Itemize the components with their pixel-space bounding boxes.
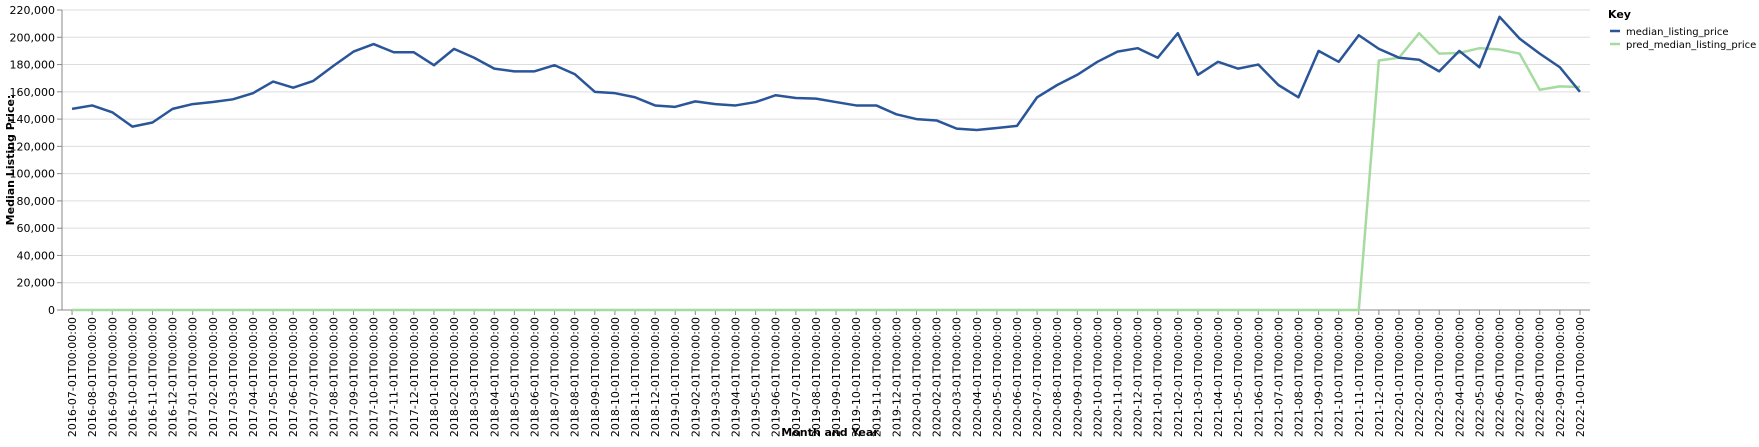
x-tick-label: 2016-08-01T00:00:00 — [86, 317, 99, 437]
x-tick-label: 2021-08-01T00:00:00 — [1292, 317, 1305, 437]
x-tick-label: 2020-01-01T00:00:00 — [910, 317, 923, 437]
x-tick-label: 2021-04-01T00:00:00 — [1212, 317, 1225, 437]
y-tick-label: 120,000 — [10, 140, 56, 153]
legend-label: pred_median_listing_price — [1626, 40, 1756, 51]
x-tick-label: 2021-07-01T00:00:00 — [1272, 317, 1285, 437]
x-tick-label: 2018-11-01T00:00:00 — [629, 317, 642, 437]
y-tick-label: 220,000 — [10, 4, 56, 17]
x-tick-label: 2020-06-01T00:00:00 — [1011, 317, 1024, 437]
x-tick-label: 2017-01-01T00:00:00 — [187, 317, 200, 437]
x-tick-label: 2022-01-01T00:00:00 — [1393, 317, 1406, 437]
x-tick-label: 2019-06-01T00:00:00 — [770, 317, 783, 437]
x-tick-label: 2021-10-01T00:00:00 — [1333, 317, 1346, 437]
x-tick-label: 2019-08-01T00:00:00 — [810, 317, 823, 437]
series-line — [72, 31, 1580, 312]
x-tick-label: 2020-08-01T00:00:00 — [1051, 317, 1064, 437]
x-tick-label: 2020-12-01T00:00:00 — [1132, 317, 1145, 437]
x-tick-label: 2020-11-01T00:00:00 — [1112, 317, 1125, 437]
x-tick-label: 2021-09-01T00:00:00 — [1313, 317, 1326, 437]
x-tick-label: 2021-12-01T00:00:00 — [1373, 317, 1386, 437]
x-tick-label: 2020-04-01T00:00:00 — [971, 317, 984, 437]
y-tick-label: 20,000 — [17, 277, 56, 290]
x-tick-label: 2017-04-01T00:00:00 — [247, 317, 260, 437]
x-tick-label: 2021-06-01T00:00:00 — [1252, 317, 1265, 437]
x-tick-label: 2018-01-01T00:00:00 — [428, 317, 441, 437]
x-tick-label: 2016-07-01T00:00:00 — [66, 317, 79, 437]
y-tick-label: 40,000 — [17, 249, 56, 262]
x-tick-label: 2016-09-01T00:00:00 — [106, 317, 119, 437]
x-tick-label: 2017-08-01T00:00:00 — [327, 317, 340, 437]
x-tick-label: 2018-09-01T00:00:00 — [589, 317, 602, 437]
y-tick-label: 100,000 — [10, 168, 56, 181]
x-tick-label: 2017-12-01T00:00:00 — [408, 317, 421, 437]
x-tick-label: 2019-11-01T00:00:00 — [870, 317, 883, 437]
x-tick-label: 2017-11-01T00:00:00 — [388, 317, 401, 437]
x-tick-label: 2022-10-01T00:00:00 — [1574, 317, 1587, 437]
series-line — [71, 15, 1581, 132]
x-tick-label: 2019-07-01T00:00:00 — [790, 317, 803, 437]
x-tick-label: 2020-09-01T00:00:00 — [1071, 317, 1084, 437]
x-tick-label: 2022-06-01T00:00:00 — [1494, 317, 1507, 437]
x-axis-title: Month and Year — [781, 426, 879, 439]
x-tick-label: 2018-02-01T00:00:00 — [448, 317, 461, 437]
x-tick-label: 2020-05-01T00:00:00 — [991, 317, 1004, 437]
x-tick-label: 2020-03-01T00:00:00 — [951, 317, 964, 437]
x-tick-label: 2022-08-01T00:00:00 — [1534, 317, 1547, 437]
x-tick-label: 2016-12-01T00:00:00 — [167, 317, 180, 437]
x-tick-label: 2017-09-01T00:00:00 — [348, 317, 361, 437]
x-tick-label: 2020-02-01T00:00:00 — [931, 317, 944, 437]
x-tick-label: 2019-12-01T00:00:00 — [890, 317, 903, 437]
x-tick-label: 2022-03-01T00:00:00 — [1433, 317, 1446, 437]
x-tick-label: 2016-10-01T00:00:00 — [126, 317, 139, 437]
y-tick-label: 0 — [48, 304, 55, 317]
x-tick-label: 2019-10-01T00:00:00 — [850, 317, 863, 437]
x-tick-label: 2020-07-01T00:00:00 — [1031, 317, 1044, 437]
x-tick-label: 2019-01-01T00:00:00 — [669, 317, 682, 437]
x-tick-label: 2019-04-01T00:00:00 — [730, 317, 743, 437]
x-tick-label: 2019-03-01T00:00:00 — [709, 317, 722, 437]
x-tick-label: 2018-08-01T00:00:00 — [569, 317, 582, 437]
x-tick-label: 2022-09-01T00:00:00 — [1554, 317, 1567, 437]
x-tick-label: 2021-05-01T00:00:00 — [1232, 317, 1245, 437]
y-tick-label: 160,000 — [10, 86, 56, 99]
y-tick-label: 60,000 — [17, 222, 56, 235]
x-tick-label: 2017-05-01T00:00:00 — [267, 317, 280, 437]
x-tick-label: 2018-10-01T00:00:00 — [609, 317, 622, 437]
x-tick-label: 2018-04-01T00:00:00 — [488, 317, 501, 437]
y-tick-label: 80,000 — [17, 195, 56, 208]
x-tick-label: 2022-02-01T00:00:00 — [1413, 317, 1426, 437]
x-tick-label: 2018-03-01T00:00:00 — [468, 317, 481, 437]
x-tick-label: 2017-10-01T00:00:00 — [368, 317, 381, 437]
x-tick-label: 2017-07-01T00:00:00 — [307, 317, 320, 437]
x-tick-label: 2019-02-01T00:00:00 — [689, 317, 702, 437]
x-tick-label: 2018-12-01T00:00:00 — [649, 317, 662, 437]
y-axis-title: Median Listing Price: — [4, 95, 17, 226]
x-tick-label: 2022-07-01T00:00:00 — [1514, 317, 1527, 437]
x-tick-label: 2017-03-01T00:00:00 — [227, 317, 240, 437]
x-tick-label: 2021-02-01T00:00:00 — [1172, 317, 1185, 437]
x-tick-label: 2020-10-01T00:00:00 — [1091, 317, 1104, 437]
x-tick-label: 2016-11-01T00:00:00 — [146, 317, 159, 437]
x-tick-label: 2018-05-01T00:00:00 — [508, 317, 521, 437]
x-tick-label: 2019-05-01T00:00:00 — [750, 317, 763, 437]
y-tick-label: 140,000 — [10, 113, 56, 126]
x-tick-label: 2018-06-01T00:00:00 — [528, 317, 541, 437]
x-tick-label: 2021-03-01T00:00:00 — [1192, 317, 1205, 437]
x-tick-label: 2018-07-01T00:00:00 — [549, 317, 562, 437]
legend-title: Key — [1608, 8, 1631, 21]
x-tick-label: 2017-06-01T00:00:00 — [287, 317, 300, 437]
x-tick-label: 2022-05-01T00:00:00 — [1473, 317, 1486, 437]
x-tick-label: 2017-02-01T00:00:00 — [207, 317, 220, 437]
x-tick-label: 2022-04-01T00:00:00 — [1453, 317, 1466, 437]
y-tick-label: 200,000 — [10, 31, 56, 44]
y-tick-label: 180,000 — [10, 59, 56, 72]
legend-label: median_listing_price — [1626, 27, 1729, 38]
x-tick-label: 2019-09-01T00:00:00 — [830, 317, 843, 437]
x-tick-label: 2021-01-01T00:00:00 — [1152, 317, 1165, 437]
x-tick-label: 2021-11-01T00:00:00 — [1353, 317, 1366, 437]
